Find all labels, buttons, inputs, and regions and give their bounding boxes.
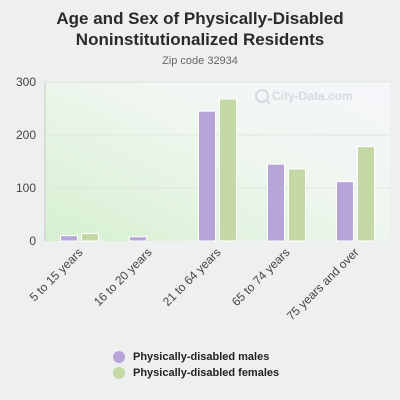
x-tick-label: 21 to 64 years — [160, 245, 224, 309]
x-tick-label: 65 to 74 years — [229, 245, 293, 309]
watermark-search-icon — [255, 89, 269, 103]
plot-area — [45, 82, 390, 241]
watermark-search-icon-handle — [265, 99, 271, 105]
legend: Physically-disabled males Physically-dis… — [113, 349, 279, 381]
bar-males — [60, 235, 78, 242]
bar-females — [81, 233, 99, 242]
x-tick-label: 5 to 15 years — [27, 245, 86, 304]
legend-label-females: Physically-disabled females — [133, 367, 280, 379]
chart-title-line1: Age and Sex of Physically-Disabled — [56, 9, 344, 28]
bar-females — [357, 146, 375, 242]
watermark-text: City-Data.com — [272, 89, 353, 103]
y-tick-label: 200 — [16, 128, 36, 142]
y-tick-label: 0 — [29, 234, 36, 248]
watermark: City-Data.com — [255, 89, 353, 105]
chart-title-line2: Noninstitutionalized Residents — [75, 30, 325, 49]
bar-males — [336, 181, 354, 242]
x-tick-label: 75 years and over — [284, 245, 362, 323]
legend-swatch-females — [113, 367, 125, 379]
legend-item-males: Physically-disabled males — [113, 349, 279, 365]
legend-item-females: Physically-disabled females — [113, 365, 279, 381]
bar-males — [129, 236, 147, 242]
chart-title: Age and Sex of Physically-Disabled Nonin… — [0, 8, 400, 50]
bar-females — [219, 98, 237, 242]
x-tick-label: 16 to 20 years — [91, 245, 155, 309]
y-tick-label: 100 — [16, 181, 36, 195]
bar-females — [288, 168, 306, 242]
bar-males — [198, 110, 216, 242]
legend-swatch-males — [113, 351, 125, 363]
legend-label-males: Physically-disabled males — [133, 351, 270, 363]
bar-males — [267, 163, 285, 242]
y-tick-label: 300 — [16, 75, 36, 89]
chart-subtitle: Zip code 32934 — [162, 55, 238, 67]
